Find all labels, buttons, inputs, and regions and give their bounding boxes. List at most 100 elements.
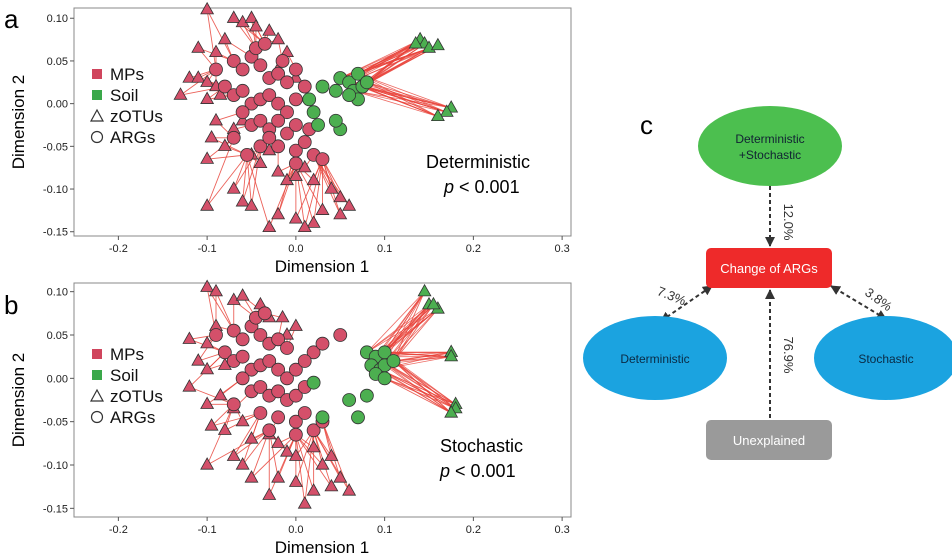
panel-b-scatter: b -0.2 -0.1 0.0 0.1 0.2 0.30.100.050.00-0.05-… (4, 280, 571, 557)
point-mps-arg-15 (289, 93, 302, 106)
x-tick-label: -0.2 (109, 243, 128, 255)
point-mps-arg-9 (236, 350, 249, 363)
point-mps-zotu-22 (201, 152, 214, 163)
panel-c-nodes: Deterministic+StochasticChange of ARGsDe… (583, 106, 952, 460)
point-soil-arg-9 (360, 389, 373, 402)
y-tick-label: -0.15 (43, 227, 68, 239)
legend-zotus-label: zOTUs (110, 107, 163, 126)
legend-soil-label: Soil (110, 86, 138, 105)
point-mps-zotu-14 (174, 88, 187, 99)
y-tick-label: -0.15 (43, 503, 68, 515)
y-tick-label: -0.05 (43, 417, 68, 429)
point-mps-arg-36 (258, 307, 271, 320)
panel-a-x-axis-label: Dimension 1 (275, 257, 370, 276)
point-mps-zotu-0 (201, 280, 214, 291)
link-soil-extra-6-4 (362, 87, 446, 113)
edge-label-unx: 76.9% (781, 337, 796, 374)
point-mps-arg-34 (316, 337, 329, 350)
point-mps-arg-20 (272, 114, 285, 127)
legend-soil-label: Soil (110, 366, 138, 385)
panel-b-annotation-pvalue: p < 0.001 (439, 461, 516, 481)
point-soil-arg-13 (307, 376, 320, 389)
point-mps-arg-29 (316, 153, 329, 166)
point-mps-zotu-12 (183, 380, 196, 391)
panel-a-scatter: a -0.2 -0.1 0.0 0.1 0.2 0.30.100.050.00-0.05-… (4, 3, 571, 276)
point-mps-zotu-1 (227, 11, 240, 22)
point-mps-arg-23 (227, 398, 240, 411)
y-tick-label: -0.10 (43, 460, 68, 472)
point-mps-arg-9 (236, 84, 249, 97)
node-both (698, 106, 842, 186)
legend-mps-swatch (92, 349, 102, 359)
y-tick-label: 0.00 (47, 99, 68, 111)
x-tick-label: 0.3 (554, 524, 569, 536)
point-mps-arg-35 (276, 54, 289, 67)
point-mps-arg-6 (281, 342, 294, 355)
x-tick-label: -0.1 (198, 524, 217, 536)
point-mps-zotu-20 (205, 131, 218, 142)
x-tick-label: 0.1 (377, 524, 392, 536)
point-mps-arg-1 (236, 63, 249, 76)
x-tick-label: 0.2 (466, 243, 481, 255)
x-tick-label: -0.1 (198, 243, 217, 255)
panel-b-x-axis-label: Dimension 1 (275, 538, 370, 557)
y-tick-label: -0.05 (43, 141, 68, 153)
y-tick-label: 0.10 (47, 287, 68, 299)
node-det-label: Deterministic (620, 352, 689, 366)
point-soil-arg-11 (312, 118, 325, 131)
legend-args-label: ARGs (110, 128, 155, 147)
panel-c-diagram: c 12.0%7.3% 3.8%76.9% Deterministic+Stoch… (583, 106, 952, 460)
point-soil-arg-10 (343, 394, 356, 407)
point-mps-zotu-36 (316, 203, 329, 214)
point-mps-arg-31 (263, 424, 276, 437)
point-mps-zotu-35 (307, 216, 320, 227)
point-mps-zotu-27 (245, 471, 258, 482)
link-mps-16-1 (212, 413, 261, 426)
panel-a-y-axis-label: Dimension 2 (9, 75, 28, 170)
point-mps-zotu-35 (298, 497, 311, 508)
point-mps-zotu-3 (236, 289, 249, 300)
legend-zotus-swatch (91, 110, 103, 121)
point-mps-zotu-8 (210, 45, 223, 56)
point-mps-arg-23 (227, 131, 240, 144)
point-mps-zotu-30 (307, 484, 320, 495)
point-mps-zotu-33 (272, 208, 285, 219)
edge-label-det: 7.3% (655, 283, 689, 308)
point-mps-arg-30 (289, 428, 302, 441)
point-mps-zotu-26 (201, 458, 214, 469)
edge-label-sto: 3.8% (862, 285, 895, 315)
point-soil-arg-6 (343, 89, 356, 102)
panel-b-legend: MPs Soil zOTUs ARGs (91, 345, 163, 427)
point-mps-arg-34 (258, 37, 271, 50)
point-mps-zotu-40 (263, 220, 276, 231)
point-mps-arg-37 (210, 329, 223, 342)
legend-zotus-swatch (91, 390, 103, 401)
panel-a-annotation-pvalue: p < 0.001 (443, 177, 520, 197)
point-soil-arg-9 (316, 80, 329, 93)
point-mps-arg-36 (210, 63, 223, 76)
point-mps-arg-6 (281, 76, 294, 89)
point-mps-zotu-6 (183, 332, 196, 343)
point-mps-zotu-9 (219, 33, 232, 44)
point-soil-arg-6 (387, 355, 400, 368)
point-soil-arg-11 (352, 411, 365, 424)
legend-mps-label: MPs (110, 345, 144, 364)
point-mps-arg-31 (263, 131, 276, 144)
point-mps-zotu-34 (290, 212, 303, 223)
point-mps-zotu-24 (227, 449, 240, 460)
panel-a-annotation-method: Deterministic (426, 152, 530, 172)
point-mps-zotu-30 (236, 195, 249, 206)
point-soil-arg-13 (329, 114, 342, 127)
point-mps-zotu-28 (272, 471, 285, 482)
point-mps-zotu-13 (201, 397, 214, 408)
point-mps-zotu-33 (343, 484, 356, 495)
legend-args-label: ARGs (110, 408, 155, 427)
node-both-label: +Stochastic (739, 148, 801, 162)
point-mps-zotu-14 (214, 389, 227, 400)
x-tick-label: 0.0 (288, 243, 303, 255)
panel-b-y-axis-label: Dimension 2 (9, 353, 28, 448)
x-tick-label: 0.1 (377, 243, 392, 255)
legend-mps-swatch (92, 69, 102, 79)
point-soil-zotu-0 (418, 285, 431, 296)
